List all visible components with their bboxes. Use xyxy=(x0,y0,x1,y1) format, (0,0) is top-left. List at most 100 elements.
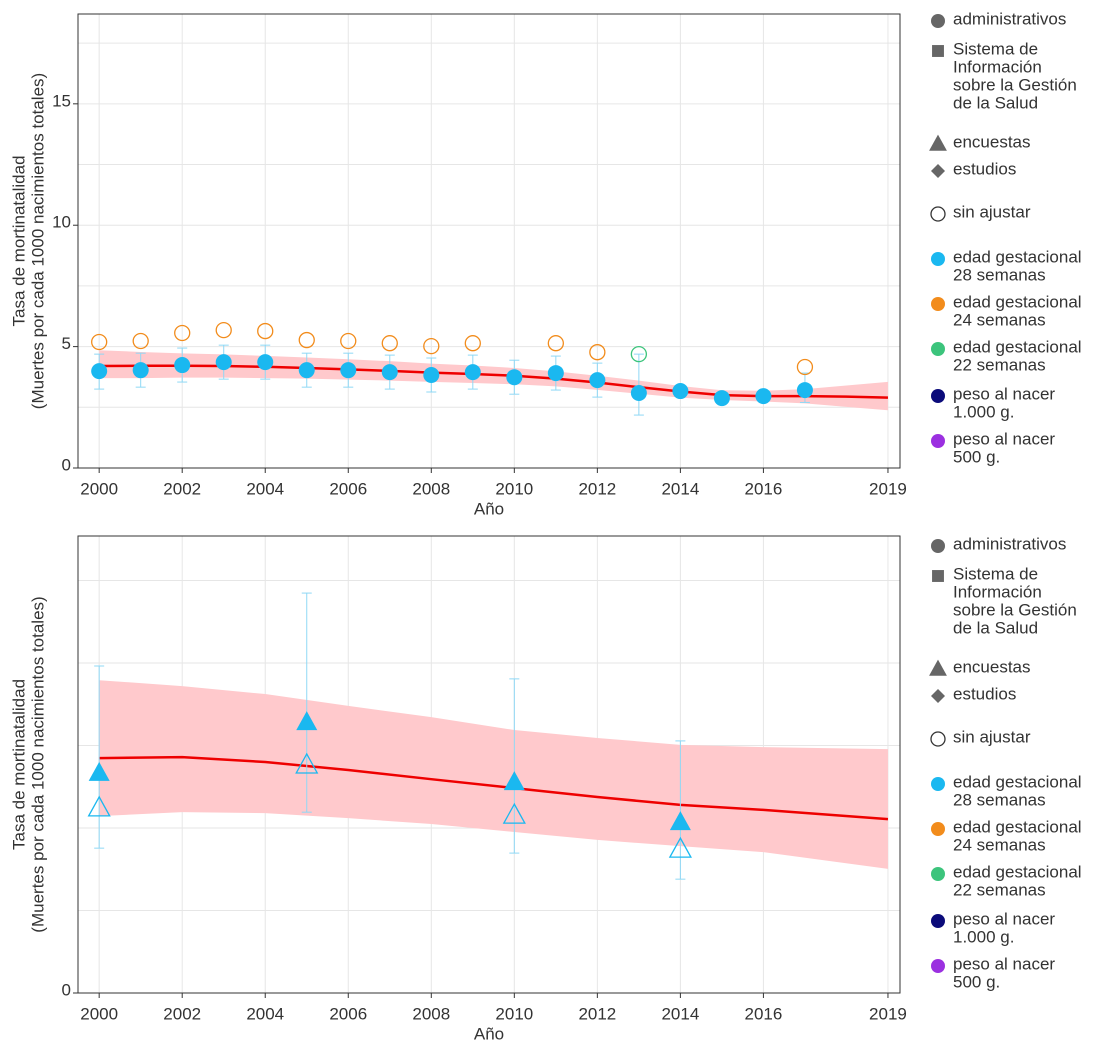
legend-label: encuestas xyxy=(953,132,1031,151)
data-point xyxy=(547,335,564,352)
data-point xyxy=(340,362,357,379)
legend-label: sobre la Gestión xyxy=(953,600,1077,619)
legend-label: de la Salud xyxy=(953,93,1038,112)
data-point xyxy=(630,384,647,401)
data-point xyxy=(91,333,108,351)
legend-marker xyxy=(931,777,945,791)
legend-label: 28 semanas xyxy=(953,265,1046,284)
y-tick-label: 0 xyxy=(62,980,71,999)
uncertainty-band xyxy=(99,680,888,869)
legend-label: administrativos xyxy=(953,9,1066,28)
data-point xyxy=(215,354,232,371)
legend-label: peso al nacer xyxy=(953,909,1055,928)
legend-label: Sistema de xyxy=(953,39,1038,58)
legend-label: 500 g. xyxy=(953,972,1000,991)
data-point xyxy=(87,795,111,817)
data-point xyxy=(215,321,232,339)
data-point xyxy=(257,322,274,340)
x-tick-label: 2016 xyxy=(745,1004,783,1023)
data-point xyxy=(174,324,191,342)
y-tick-label: 15 xyxy=(52,91,71,110)
y-axis-label: Tasa de mortinatalidad xyxy=(9,155,28,326)
legend-label: edad gestacional xyxy=(953,772,1082,791)
legend-label: 24 semanas xyxy=(953,835,1046,854)
x-tick-label: 2004 xyxy=(246,1004,284,1023)
error-bar xyxy=(301,592,312,813)
x-tick-label: 2012 xyxy=(578,479,616,498)
uncertainty-band xyxy=(99,350,888,411)
legend-label: peso al nacer xyxy=(953,429,1055,448)
y-axis-label: Tasa de mortinatalidad xyxy=(9,679,28,850)
error-bar xyxy=(509,678,520,854)
legend-label: edad gestacional xyxy=(953,862,1082,881)
legend-label: edad gestacional xyxy=(953,817,1082,836)
data-point xyxy=(796,382,813,399)
error-bar xyxy=(675,740,686,880)
legend-label: 22 semanas xyxy=(953,880,1046,899)
data-point xyxy=(755,388,772,405)
legend-marker xyxy=(931,389,945,403)
data-point xyxy=(296,711,318,731)
data-point xyxy=(174,357,191,374)
legend-label: sin ajustar xyxy=(953,727,1031,746)
legend-label: Información xyxy=(953,582,1042,601)
legend-marker xyxy=(931,164,945,178)
y-tick-label: 0 xyxy=(62,455,71,474)
x-axis-label: Año xyxy=(474,499,504,518)
legend-label: 24 semanas xyxy=(953,310,1046,329)
x-tick-label: 2012 xyxy=(578,1004,616,1023)
data-point xyxy=(88,761,110,781)
x-tick-label: 2000 xyxy=(80,479,118,498)
legend-marker xyxy=(931,434,945,448)
legend-marker xyxy=(932,45,944,57)
data-point xyxy=(547,365,564,382)
data-point xyxy=(340,332,357,350)
y-tick-label: 5 xyxy=(62,334,71,353)
x-tick-label: 2004 xyxy=(246,479,284,498)
x-tick-label: 2006 xyxy=(329,479,367,498)
legend-label: 500 g. xyxy=(953,447,1000,466)
x-tick-label: 2008 xyxy=(412,479,450,498)
data-point xyxy=(669,811,691,831)
data-point xyxy=(132,332,149,350)
y-tick-label: 10 xyxy=(52,213,71,232)
data-point xyxy=(91,363,108,380)
x-tick-label: 2019 xyxy=(869,1004,907,1023)
legend-label: peso al nacer xyxy=(953,384,1055,403)
x-tick-label: 2016 xyxy=(745,479,783,498)
x-tick-label: 2019 xyxy=(869,479,907,498)
data-point xyxy=(589,344,606,361)
legend-marker xyxy=(931,342,945,356)
data-point xyxy=(589,372,606,389)
legend-label: sin ajustar xyxy=(953,202,1031,221)
x-tick-label: 2014 xyxy=(661,479,699,498)
data-point xyxy=(713,390,730,407)
legend-marker xyxy=(931,689,945,703)
legend-label: estudios xyxy=(953,684,1016,703)
data-point xyxy=(796,358,814,376)
data-point xyxy=(423,337,440,355)
legend-label: 22 semanas xyxy=(953,355,1046,374)
legend-marker xyxy=(930,206,946,222)
legend-marker xyxy=(930,731,946,747)
legend-label: 1.000 g. xyxy=(953,402,1014,421)
y-axis-label: (Muertes por cada 1000 nacimientos total… xyxy=(28,73,47,409)
legend-marker xyxy=(931,297,945,311)
data-point xyxy=(298,362,315,379)
x-tick-label: 2002 xyxy=(163,1004,201,1023)
data-point xyxy=(464,335,481,352)
data-point xyxy=(257,354,274,371)
x-tick-label: 2000 xyxy=(80,1004,118,1023)
estimate-line xyxy=(99,755,889,821)
data-point xyxy=(672,383,689,400)
legend-marker xyxy=(929,659,947,676)
legend-label: encuestas xyxy=(953,657,1031,676)
data-point xyxy=(381,364,398,381)
data-point xyxy=(423,367,440,384)
legend-label: edad gestacional xyxy=(953,337,1082,356)
legend-marker xyxy=(931,914,945,928)
data-point xyxy=(381,335,398,352)
legend-label: edad gestacional xyxy=(953,292,1082,311)
data-point xyxy=(295,752,319,774)
data-point xyxy=(668,836,692,858)
